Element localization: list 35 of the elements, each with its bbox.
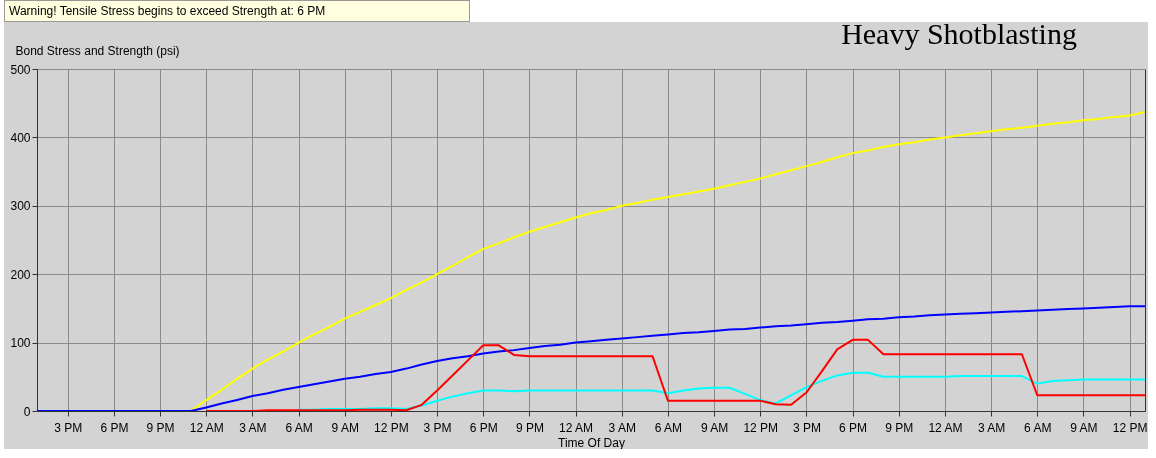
y-axis-title: Bond Stress and Strength (psi) <box>15 43 180 58</box>
x-tick-label: 6 PM <box>100 420 129 435</box>
x-tick-label: 12 PM <box>374 420 409 435</box>
y-tick-label: 300 <box>10 199 31 214</box>
x-tick-label: 3 PM <box>423 420 452 435</box>
x-tick-label: 6 PM <box>839 420 868 435</box>
x-tick-label: 3 AM <box>977 420 1006 435</box>
x-tick-label: 9 AM <box>1070 420 1098 435</box>
y-tick-label: 0 <box>23 404 31 419</box>
chart-title: Heavy Shotblasting <box>841 17 1077 50</box>
y-tick-label: 400 <box>10 130 31 145</box>
x-tick-label: 9 PM <box>146 420 175 435</box>
x-tick-label: 6 AM <box>1024 420 1052 435</box>
text: Warning! Tensile Stress begins to exceed Strength at: 6 PM <box>4 0 470 22</box>
y-tick-label: 100 <box>10 336 31 351</box>
x-tick-label: 9 AM <box>700 420 729 435</box>
x-tick-label: 12 AM <box>928 420 963 435</box>
x-tick-label: 12 PM <box>1112 420 1148 435</box>
x-tick-label: 3 PM <box>54 420 83 435</box>
x-tick-label: 9 PM <box>515 420 544 435</box>
x-tick-label: 12 PM <box>743 420 779 435</box>
y-tick-label: 200 <box>10 267 31 282</box>
x-tick-label: 3 AM <box>239 420 267 435</box>
x-tick-label: 9 PM <box>885 420 914 435</box>
x-tick-label: 9 AM <box>331 420 359 435</box>
x-tick-label: 3 PM <box>792 420 821 435</box>
y-tick-label: 500 <box>10 62 31 77</box>
x-tick-label: 12 AM <box>189 420 224 435</box>
x-tick-label: 12 AM <box>559 420 594 435</box>
x-tick-label: 6 AM <box>654 420 683 435</box>
x-tick-label: 6 AM <box>285 420 313 435</box>
line-series <box>205 338 1145 411</box>
x-axis-title: Time Of Day <box>558 435 625 450</box>
x-tick-label: 3 AM <box>608 420 636 435</box>
x-tick-label: 6 PM <box>469 420 498 435</box>
